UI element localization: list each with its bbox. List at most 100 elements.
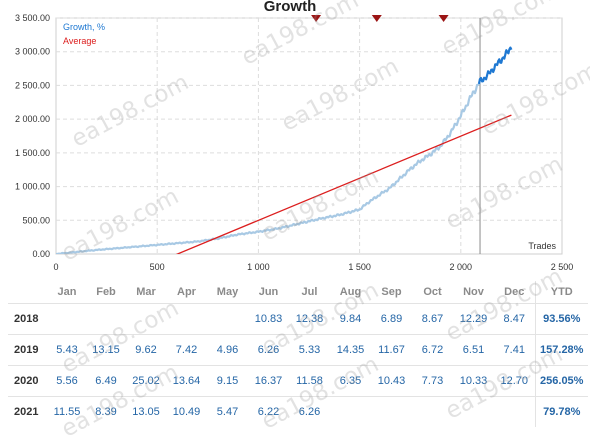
table-row: 2019 5.43 13.15 9.62 7.42 4.96 6.26 5.33 14.35 11… xyxy=(8,334,588,366)
ytd-value-cell: 256.05% xyxy=(534,365,588,397)
month-value-cell: 7.42 xyxy=(166,334,207,366)
event-markers xyxy=(311,15,449,22)
month-value-cell: 5.33 xyxy=(289,334,330,366)
month-value-cell: 13.64 xyxy=(166,365,207,397)
year-cell: 2018 xyxy=(8,303,48,335)
month-value-cell: 6.26 xyxy=(289,396,330,427)
event-marker xyxy=(371,15,382,22)
plot-area xyxy=(55,17,563,255)
month-value-cell: 4.96 xyxy=(207,334,248,366)
month-value-cell: 10.33 xyxy=(453,365,494,397)
growth-series-recent-line xyxy=(477,46,513,85)
column-header: Jun xyxy=(258,286,279,298)
ytd-value-cell: 157.28% xyxy=(534,334,588,366)
x-tick-label: 500 xyxy=(150,262,165,272)
month-value-cell: 9.84 xyxy=(330,303,371,335)
x-tick-label: 2 500 xyxy=(551,262,574,272)
table-header-row: Jan Feb Mar Apr May Jun Jul Aug Sep Oct Nov Dec YTD xyxy=(8,281,588,304)
average-series-line xyxy=(175,114,512,254)
column-header: May xyxy=(216,286,239,298)
month-value-cell: 7.73 xyxy=(412,365,453,397)
month-value-cell: 10.49 xyxy=(166,396,207,427)
month-value-cell: 6.51 xyxy=(453,334,494,366)
month-value-cell: 5.56 xyxy=(48,365,86,397)
month-value-cell xyxy=(166,303,207,335)
x-axis-label: Trades xyxy=(528,241,556,251)
month-value-cell: 12.70 xyxy=(494,365,535,397)
event-marker xyxy=(311,15,322,22)
month-value-cell: 10.43 xyxy=(371,365,412,397)
column-header: Feb xyxy=(96,286,116,298)
column-header xyxy=(8,281,48,304)
monthly-returns-table: Jan Feb Mar Apr May Jun Jul Aug Sep Oct Nov Dec YTD 2… xyxy=(8,281,588,427)
ytd-value-cell: 79.78% xyxy=(534,396,588,427)
chart-title: Growth xyxy=(264,0,317,15)
y-tick-label: 3 500.00 xyxy=(15,13,50,23)
axes: 0.00 500.00 1 000.00 1 500.00 2 000.00 2 500.… xyxy=(15,13,573,272)
month-value-cell: 13.05 xyxy=(126,396,166,427)
event-marker xyxy=(438,15,449,22)
month-value-cell: 6.35 xyxy=(330,365,371,397)
month-value-cell: 10.83 xyxy=(248,303,289,335)
month-value-cell: 6.89 xyxy=(371,303,412,335)
x-tick-label: 2 000 xyxy=(450,262,473,272)
x-tick-label: 1 500 xyxy=(348,262,371,272)
year-cell: 2019 xyxy=(8,334,48,366)
year-cell: 2020 xyxy=(8,365,48,397)
month-value-cell: 6.72 xyxy=(412,334,453,366)
month-value-cell: 5.43 xyxy=(48,334,86,366)
month-value-cell xyxy=(494,396,535,427)
y-tick-label: 2 500.00 xyxy=(15,80,50,90)
month-value-cell: 12.38 xyxy=(289,303,330,335)
y-tick-label: 3 000.00 xyxy=(15,47,50,57)
table-row: 2021 11.55 8.39 13.05 10.49 5.47 6.22 6.26 79.78… xyxy=(8,396,588,427)
x-tick-label: 1 000 xyxy=(247,262,270,272)
month-value-cell: 11.67 xyxy=(371,334,412,366)
table-row: 2018 10.83 12.38 9.84 6.89 8.67 12.29 8.47 93.56… xyxy=(8,303,588,335)
column-header: Sep xyxy=(381,286,402,298)
column-header: Apr xyxy=(177,286,196,298)
y-tick-label: 1 000.00 xyxy=(15,182,50,192)
column-header: Oct xyxy=(423,286,442,298)
month-value-cell xyxy=(86,303,126,335)
grid-lines xyxy=(55,17,563,255)
month-value-cell: 8.67 xyxy=(412,303,453,335)
month-value-cell: 8.39 xyxy=(86,396,126,427)
column-header: Jan xyxy=(57,286,77,298)
month-value-cell xyxy=(371,396,412,427)
ytd-value-cell: 93.56% xyxy=(534,303,588,335)
month-value-cell xyxy=(48,303,86,335)
month-value-cell xyxy=(330,396,371,427)
y-tick-label: 500.00 xyxy=(22,215,50,225)
month-value-cell: 11.55 xyxy=(48,396,86,427)
month-value-cell: 8.47 xyxy=(494,303,535,335)
column-header: YTD xyxy=(534,281,588,304)
month-value-cell xyxy=(207,303,248,335)
y-tick-label: 1 500.00 xyxy=(15,148,50,158)
legend-growth: Growth, % xyxy=(63,22,105,32)
month-value-cell: 14.35 xyxy=(330,334,371,366)
month-value-cell: 6.22 xyxy=(248,396,289,427)
x-tick-label: 0 xyxy=(53,262,58,272)
year-cell: 2021 xyxy=(8,396,48,427)
table-row: 2020 5.56 6.49 25.02 13.64 9.15 16.37 11.58 6.35… xyxy=(8,365,588,397)
series-lines xyxy=(56,46,513,254)
column-header: Nov xyxy=(463,286,484,298)
month-value-cell: 13.15 xyxy=(86,334,126,366)
legend: Growth, % Average xyxy=(63,22,105,46)
column-header: Aug xyxy=(339,286,362,298)
legend-average: Average xyxy=(63,36,96,46)
month-value-cell xyxy=(453,396,494,427)
month-value-cell: 11.58 xyxy=(289,365,330,397)
y-tick-label: 0.00 xyxy=(32,249,50,259)
month-value-cell: 7.41 xyxy=(494,334,535,366)
growth-series-line xyxy=(56,78,482,254)
month-value-cell: 6.26 xyxy=(248,334,289,366)
month-value-cell: 9.15 xyxy=(207,365,248,397)
growth-chart: Growth 0.00 500.00 1 000.00 1 500.00 2 000.0… xyxy=(15,0,573,272)
month-value-cell xyxy=(412,396,453,427)
month-value-cell: 16.37 xyxy=(248,365,289,397)
column-header: Mar xyxy=(136,286,156,298)
month-value-cell: 12.29 xyxy=(453,303,494,335)
month-value-cell: 9.62 xyxy=(126,334,166,366)
